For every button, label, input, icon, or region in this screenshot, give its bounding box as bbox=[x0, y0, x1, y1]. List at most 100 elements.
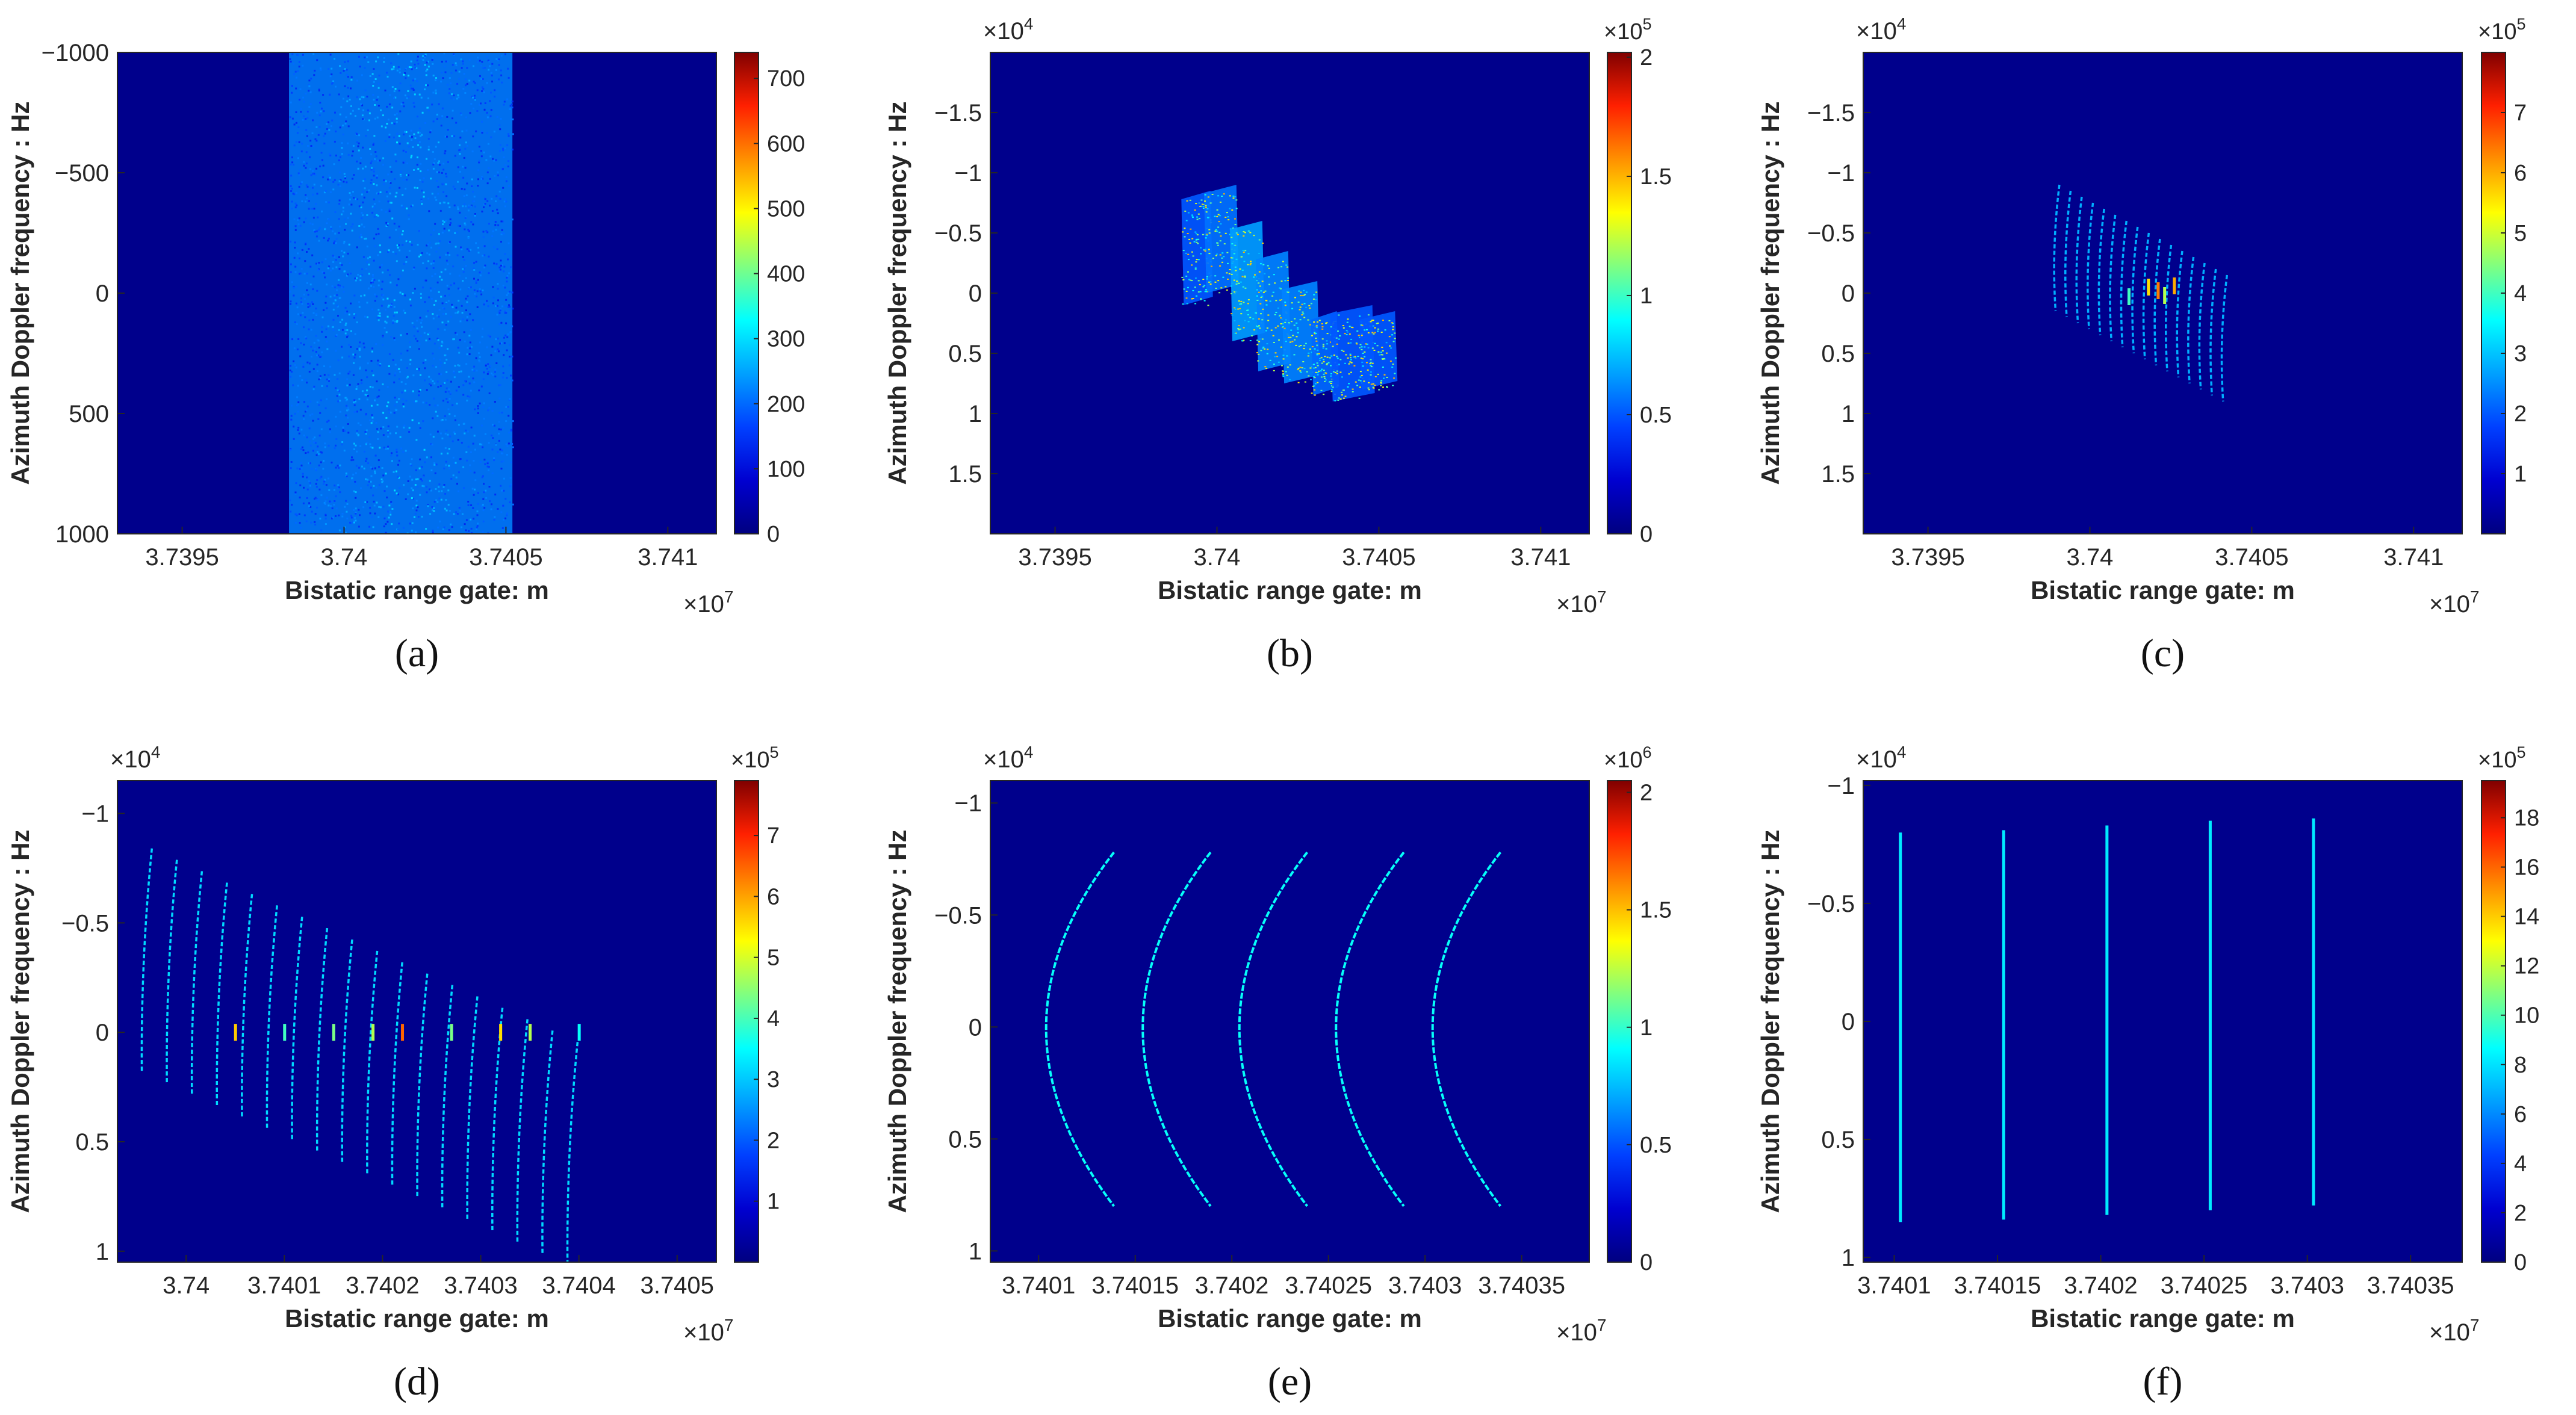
echo-speckle bbox=[1247, 314, 1249, 315]
echo-speckle bbox=[1233, 279, 1235, 281]
clutter-speckle bbox=[318, 435, 321, 437]
clutter-speckle bbox=[461, 67, 463, 69]
clutter-speckle bbox=[394, 364, 397, 366]
y-tick-label: −500 bbox=[55, 160, 109, 187]
clutter-speckle bbox=[318, 114, 321, 117]
clutter-speckle bbox=[339, 285, 341, 286]
echo-speckle bbox=[1303, 303, 1306, 305]
clutter-speckle bbox=[350, 346, 352, 348]
clutter-speckle bbox=[434, 404, 436, 407]
clutter-speckle bbox=[477, 247, 480, 249]
clutter-speckle bbox=[498, 428, 500, 430]
clutter-speckle bbox=[380, 208, 383, 211]
clutter-speckle bbox=[347, 87, 349, 89]
clutter-speckle bbox=[478, 146, 480, 148]
clutter-speckle bbox=[308, 328, 310, 330]
clutter-speckle bbox=[470, 426, 473, 429]
echo-speckle bbox=[1298, 290, 1300, 292]
x-tick-label: 3.74025 bbox=[1285, 1272, 1372, 1299]
clutter-speckle bbox=[410, 156, 412, 159]
clutter-speckle bbox=[310, 174, 312, 176]
y-tick-label: 0 bbox=[969, 1014, 982, 1041]
clutter-speckle bbox=[358, 142, 360, 144]
clutter-speckle bbox=[408, 66, 411, 68]
clutter-speckle bbox=[352, 110, 354, 112]
clutter-speckle bbox=[477, 352, 480, 355]
clutter-speckle bbox=[495, 58, 498, 60]
echo-speckle bbox=[1284, 302, 1286, 303]
clutter-speckle bbox=[507, 242, 510, 244]
clutter-speckle bbox=[306, 197, 308, 200]
clutter-speckle bbox=[435, 488, 437, 490]
plot-area bbox=[289, 52, 514, 534]
target-trajectory bbox=[1238, 851, 1308, 1207]
echo-speckle bbox=[1188, 259, 1190, 261]
clutter-speckle bbox=[462, 318, 464, 321]
echo-speckle bbox=[1314, 389, 1315, 391]
clutter-speckle bbox=[481, 131, 483, 133]
clutter-speckle bbox=[335, 507, 338, 510]
clutter-speckle bbox=[335, 85, 337, 88]
clutter-speckle bbox=[405, 94, 406, 96]
target-arc bbox=[2075, 196, 2083, 324]
clutter-speckle bbox=[338, 256, 340, 258]
y-multiplier-exponent: 4 bbox=[151, 743, 161, 761]
echo-speckle bbox=[1244, 275, 1246, 277]
clutter-speckle bbox=[338, 279, 340, 281]
y-tick-label: 0.5 bbox=[1821, 341, 1855, 367]
clutter-speckle bbox=[334, 489, 335, 491]
clutter-speckle bbox=[433, 501, 436, 503]
clutter-speckle bbox=[344, 329, 347, 332]
clutter-speckle bbox=[308, 362, 311, 365]
clutter-speckle bbox=[324, 132, 326, 135]
echo-speckle bbox=[1275, 300, 1277, 302]
clutter-speckle bbox=[490, 91, 492, 94]
y-tick-label: 1 bbox=[969, 401, 982, 427]
clutter-speckle bbox=[315, 235, 318, 238]
clutter-speckle bbox=[505, 200, 507, 203]
clutter-speckle bbox=[439, 385, 442, 387]
clutter-speckle bbox=[411, 87, 413, 90]
colorbar-multiplier-exponent: 5 bbox=[2516, 15, 2525, 33]
clutter-speckle bbox=[476, 110, 479, 112]
clutter-speckle bbox=[410, 66, 412, 69]
clutter-speckle bbox=[437, 386, 439, 388]
colorbar-multiplier-base: ×10 bbox=[1604, 19, 1642, 45]
target-arc bbox=[291, 917, 303, 1141]
echo-speckle bbox=[1205, 237, 1207, 239]
clutter-speckle bbox=[458, 507, 461, 509]
echo-speckle bbox=[1285, 341, 1287, 342]
clutter-speckle bbox=[492, 230, 494, 232]
clutter-speckle bbox=[307, 451, 309, 454]
clutter-speckle bbox=[409, 305, 412, 307]
clutter-speckle bbox=[305, 379, 307, 381]
clutter-speckle bbox=[371, 350, 373, 353]
clutter-speckle bbox=[472, 223, 474, 226]
target-peak bbox=[2156, 282, 2160, 299]
clutter-speckle bbox=[477, 279, 479, 281]
clutter-speckle bbox=[399, 143, 401, 145]
echo-speckle bbox=[1305, 291, 1308, 293]
clutter-speckle bbox=[475, 130, 477, 132]
clutter-speckle bbox=[335, 387, 337, 389]
clutter-speckle bbox=[319, 166, 321, 167]
clutter-speckle bbox=[427, 149, 430, 150]
clutter-speckle bbox=[411, 497, 413, 500]
clutter-speckle bbox=[465, 363, 468, 365]
clutter-speckle bbox=[290, 60, 292, 63]
clutter-speckle bbox=[411, 487, 413, 489]
clutter-speckle bbox=[299, 522, 301, 524]
clutter-speckle bbox=[345, 322, 347, 324]
clutter-speckle bbox=[319, 477, 321, 480]
x-tick-label: 3.74035 bbox=[1478, 1272, 1565, 1299]
clutter-speckle bbox=[370, 475, 373, 477]
echo-speckle bbox=[1273, 370, 1275, 371]
echo-speckle bbox=[1232, 195, 1235, 197]
clutter-speckle bbox=[312, 438, 315, 440]
clutter-speckle bbox=[480, 150, 482, 152]
target-peak bbox=[401, 1024, 405, 1041]
clutter-speckle bbox=[473, 81, 475, 83]
echo-speckle bbox=[1367, 332, 1370, 333]
clutter-speckle bbox=[370, 282, 372, 284]
clutter-speckle bbox=[383, 490, 386, 492]
